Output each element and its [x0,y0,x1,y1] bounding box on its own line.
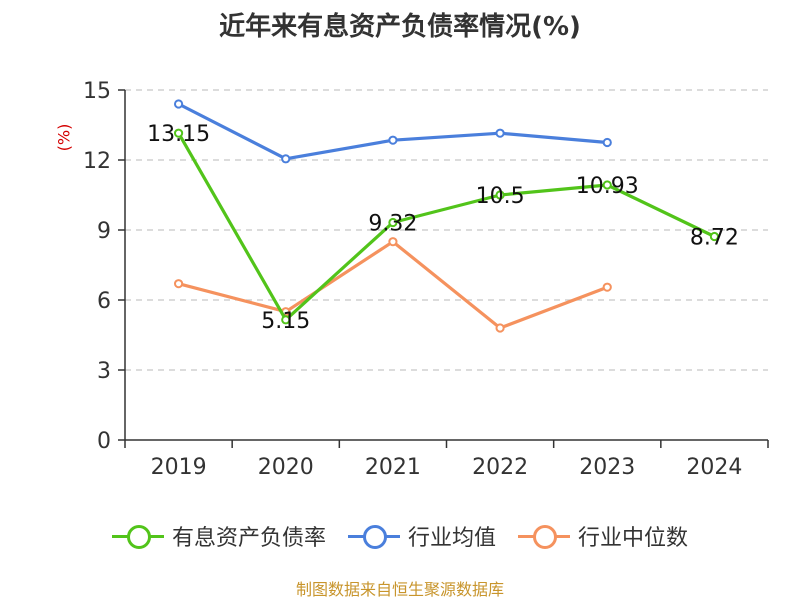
series-point-2 [173,279,184,289]
series-point-2 [388,237,398,247]
series-point-0 [709,231,720,242]
x-tick-label: 2021 [365,455,421,480]
series-line-1 [177,102,608,161]
legend-swatch-series-2 [518,524,570,549]
series-point-1 [281,154,291,164]
series-point-1 [173,99,184,109]
x-tick-label: 2023 [579,455,635,480]
legend: 有息资产负债率 行业均值 行业中位数 [0,520,800,552]
series-point-2 [495,323,505,333]
y-tick-label: 9 [97,219,111,244]
series-point-0 [388,217,398,228]
series-point-0 [281,315,291,325]
series-point-1 [388,135,398,145]
data-label: 8.72 [690,226,739,251]
series-point-0 [173,128,184,138]
legend-swatch-series-0 [111,524,164,549]
y-tick-label: 6 [97,289,111,314]
y-tick-label: 12 [83,149,111,174]
y-tick-label: 0 [97,429,111,454]
x-tick-label: 2020 [258,455,314,480]
series-point-0 [495,190,505,200]
legend-item-series-1[interactable]: 行业均值 [347,520,496,552]
legend-label-series-0: 有息资产负债率 [171,526,326,551]
series-point-2 [602,282,612,292]
data-label: 5.15 [261,309,310,334]
data-label: 13.15 [147,122,210,147]
series-line-0 [177,132,716,322]
x-tick-label: 2022 [472,455,528,480]
series-point-0 [602,180,612,190]
legend-label-series-1: 行业均值 [407,526,496,551]
x-tick-label: 2024 [686,455,742,480]
y-tick-label: 15 [83,79,111,104]
series-point-1 [602,137,612,148]
source-note: 制图数据来自恒生聚源数据库 [295,580,504,599]
legend-label-series-2: 行业中位数 [578,526,689,551]
legend-swatch-series-1 [347,524,400,549]
x-tick-label: 2019 [151,455,207,480]
chart-title: 近年来有息资产负债率情况(%) [219,12,581,42]
y-tick-label: 3 [97,359,111,384]
series-point-1 [495,128,505,138]
legend-item-series-2[interactable]: 行业中位数 [518,520,688,552]
series-line-2 [178,240,608,330]
data-label: 9.32 [368,212,417,237]
data-label: 10.5 [476,184,525,209]
data-label: 10.93 [576,174,639,199]
legend-item-series-0[interactable]: 有息资产负债率 [111,520,326,552]
